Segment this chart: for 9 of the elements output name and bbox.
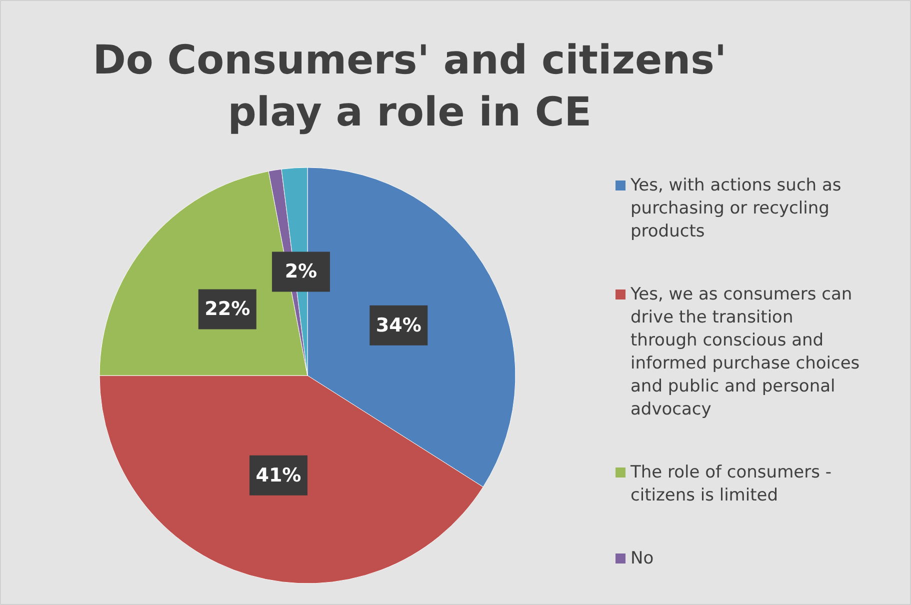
legend-label: Yes, with actions such as purchasing or recycling products <box>630 176 842 242</box>
legend-label: Yes, we as consumers can drive the transition through conscious and informed purchase choices and public and personal advocacy <box>630 284 860 420</box>
legend-label: No <box>630 548 654 568</box>
data-label: 34% <box>376 314 422 336</box>
data-label: 41% <box>256 464 302 486</box>
chart-title: Do Consumers' and citizens' play a role in CE <box>92 38 727 136</box>
data-label: 2% <box>284 260 318 283</box>
legend-label: The role of consumers - citizens is limited <box>630 462 832 506</box>
data-label: 22% <box>204 298 250 320</box>
